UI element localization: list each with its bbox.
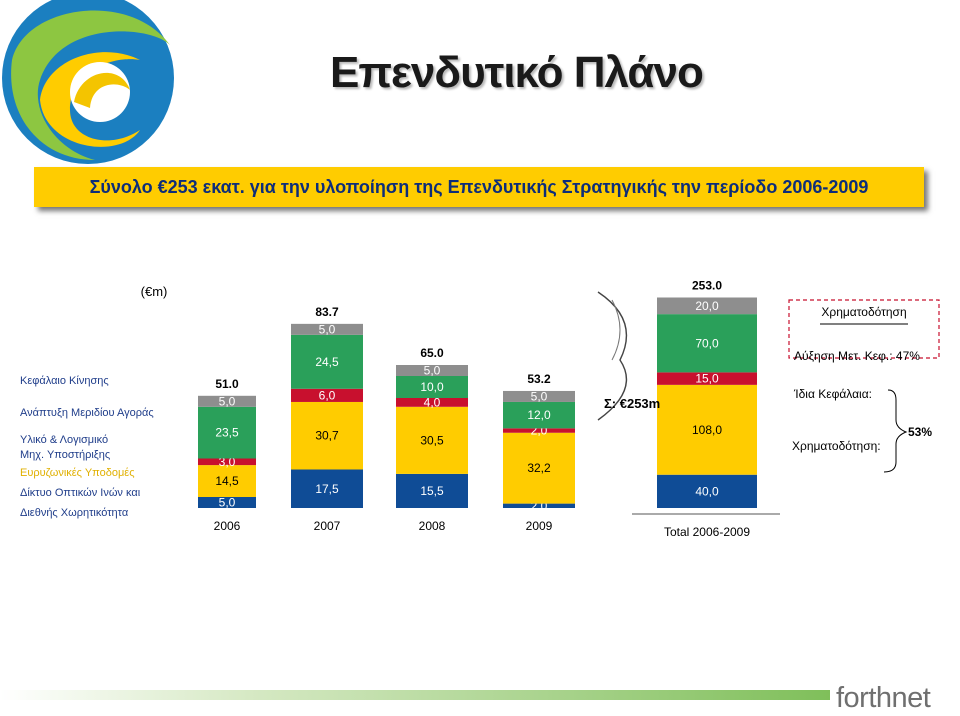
legend-label: Υλικό & Λογισμικό [20, 434, 108, 446]
bar-segment [198, 497, 256, 508]
bar-value-label: 10,0 [420, 380, 444, 394]
bar-segment [291, 388, 363, 402]
bar-value-label: 32,2 [527, 461, 551, 475]
x-tick-label: 2006 [214, 519, 241, 533]
bar-value-label: 5,0 [424, 364, 441, 378]
bar-value-label: 15,0 [695, 372, 719, 386]
bar-segment [198, 395, 256, 407]
bar-segment [657, 384, 757, 475]
bar-segment [396, 376, 468, 398]
legend-label: Δίκτυο Οπτικών Ινών και [20, 487, 141, 499]
bar-value-label: 23,5 [215, 426, 239, 440]
swirl-logo-icon [2, 0, 174, 164]
funding-box [788, 299, 940, 359]
bar-segment [291, 401, 363, 470]
unit-label: (€m) [141, 284, 168, 299]
bar-value-label: 6,0 [319, 388, 336, 402]
bar-segment [198, 458, 256, 466]
brand-logo: forthnet [836, 682, 931, 714]
footer-line [0, 690, 830, 700]
bar-value-label: 70,0 [695, 336, 719, 350]
bar-segment [503, 428, 575, 433]
bar-value-label: 24,5 [315, 355, 339, 369]
legend-label: Μηχ. Υποστήριξης [20, 449, 110, 461]
investment-stacked-bar-chart: (€m) Κεφάλαιο Κίνησης Ανάπτυξη Μεριδίου Α… [20, 279, 940, 539]
bar-value-label: 14,5 [215, 474, 239, 488]
bar-segment [396, 406, 468, 474]
bar-total-label: 65.0 [420, 346, 444, 360]
bar-segment [657, 372, 757, 385]
bar-segment [396, 398, 468, 407]
bar-value-label: 40,0 [695, 484, 719, 498]
bar-value-label: 30,7 [315, 429, 339, 443]
bar-segment [291, 323, 363, 335]
x-tick-label: 2007 [314, 519, 341, 533]
bar-total-label: 253.0 [692, 279, 722, 293]
bar-value-label: 5,0 [219, 496, 236, 510]
bar-segment [396, 365, 468, 376]
bar-segment [657, 314, 757, 373]
total-bracket-inner-shape [611, 299, 621, 361]
x-tick-label: Total 2006-2009 [664, 525, 750, 539]
funding-financing: Χρηματοδότηση: [792, 439, 881, 453]
page-title: Επενδυτικό Πλάνο [330, 48, 704, 97]
x-tick-label: 2008 [419, 519, 446, 533]
summary-banner-text: Σύνολο €253 εκατ. για την υλοποίηση της … [89, 177, 869, 197]
bar-value-label: 5,0 [319, 322, 336, 336]
bar-segment [657, 474, 757, 508]
bar-value-label: 4,0 [424, 395, 441, 409]
sum-annotation: Σ: €253m [604, 396, 660, 411]
bar-value-label: 15,5 [420, 484, 444, 498]
funding-combined-share: 53% [908, 425, 932, 439]
bar-value-label: 12,0 [527, 408, 551, 422]
bar-segment [503, 401, 575, 429]
bar-value-label: 17,5 [315, 482, 339, 496]
bar-segment [291, 469, 363, 508]
bar-value-label: 5,0 [531, 389, 548, 403]
legend-label: Διεθνής Χωρητικότητα [20, 507, 129, 519]
bar-value-label: 108,0 [692, 423, 722, 437]
bar-segment [503, 390, 575, 402]
funding-header: Χρηματοδότηση [821, 305, 906, 319]
bar-segment [657, 297, 757, 315]
bar-value-label: 30,5 [420, 433, 444, 447]
bar-segment [396, 473, 468, 508]
legend-label: Ευρυζωνικές Υποδομές [20, 467, 135, 479]
bar-segment [198, 465, 256, 497]
funding-own-funds: Ίδια Κεφάλαια: [793, 387, 872, 401]
x-tick-label: 2009 [526, 519, 553, 533]
bar-total-label: 51.0 [215, 377, 239, 391]
legend-label: Ανάπτυξη Μεριδίου Αγοράς [20, 407, 154, 419]
bar-value-label: 20,0 [695, 299, 719, 313]
bar-segment [503, 503, 575, 508]
bar-segment [503, 432, 575, 504]
funding-brace-shape [883, 389, 908, 473]
bar-segment [291, 334, 363, 389]
bar-total-label: 53.2 [527, 372, 551, 386]
bar-value-label: 5,0 [219, 394, 236, 408]
funding-capital-increase: Αύξηση Μετ. Κεφ.: 47% [794, 349, 920, 363]
bar-segment [198, 406, 256, 459]
bar-total-label: 83.7 [315, 305, 339, 319]
summary-banner: Σύνολο €253 εκατ. για την υλοποίηση της … [34, 167, 924, 207]
legend-label: Κεφάλαιο Κίνησης [20, 375, 109, 387]
total-bracket-shape [597, 291, 628, 421]
